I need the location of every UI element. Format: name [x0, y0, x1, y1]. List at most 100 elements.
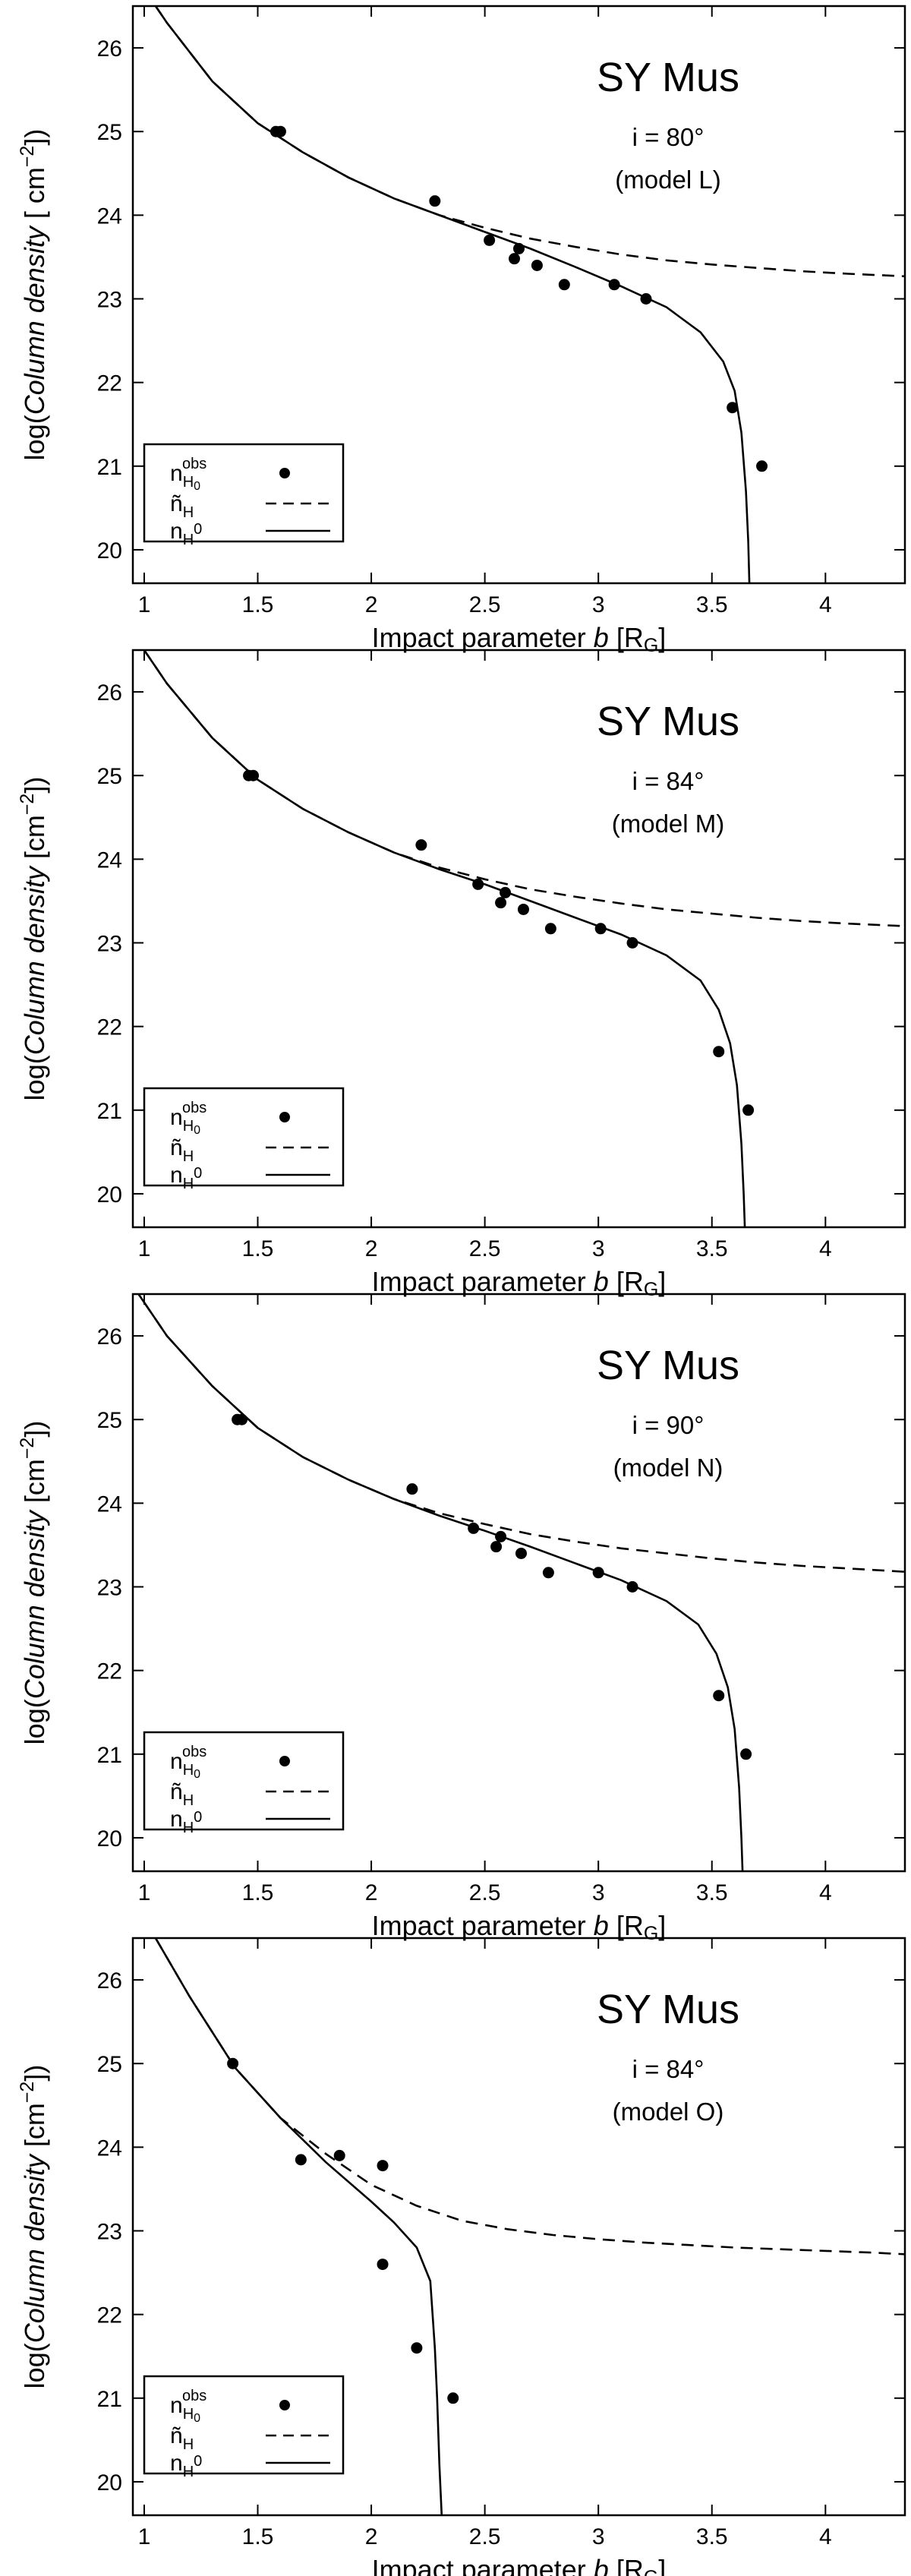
- y-tick-label: 23: [97, 1576, 122, 1601]
- legend-sub: H: [183, 1762, 194, 1779]
- y-tick-label: 21: [97, 455, 122, 480]
- legend-symbol: n: [170, 1105, 183, 1130]
- x-label-unit-sub: G: [644, 635, 658, 656]
- plot-area: [137, 1294, 905, 1871]
- y-tick-label: 26: [97, 1968, 122, 1994]
- y-axis-label: log(Column density [cm−2]): [17, 1421, 50, 1745]
- x-tick-label: 3: [592, 592, 605, 617]
- y-tick-label: 23: [97, 288, 122, 313]
- legend-label: ñH: [170, 491, 194, 521]
- x-label-var: b: [594, 622, 609, 653]
- x-label-bracket-close: ]: [658, 1910, 666, 1941]
- legend-label: ñH: [170, 2423, 194, 2453]
- data-point: [531, 259, 543, 271]
- y-tick-label: 25: [97, 1408, 122, 1433]
- x-tick-label: 1: [138, 1236, 151, 1261]
- x-label-bracket-open: [: [609, 2554, 624, 2576]
- x-label-bracket-close: ]: [658, 1266, 666, 1297]
- solid-series-line: [154, 1938, 443, 2515]
- plot-frame: [131, 1293, 906, 1873]
- legend-sub: H: [183, 1118, 194, 1135]
- data-point: [333, 2149, 345, 2161]
- solid-series-line: [154, 6, 751, 583]
- x-label-prefix: Impact parameter: [372, 2554, 594, 2576]
- y-tick-label: 24: [97, 1492, 122, 1517]
- plot-frame: [131, 5, 906, 585]
- y-label-prefix: log(: [19, 1699, 50, 1744]
- x-tick-label: 3: [592, 1236, 605, 1261]
- y-tick-label: 26: [97, 680, 122, 706]
- legend-sub: H: [183, 2406, 194, 2423]
- legend-symbol: ñ: [170, 491, 183, 516]
- x-label-unit-sub: G: [644, 1279, 658, 1300]
- y-tick-label: 20: [97, 2470, 122, 2496]
- x-label-unit: R: [624, 2554, 644, 2576]
- y-label-close: ]): [19, 129, 50, 146]
- x-tick-label: 2: [365, 2524, 378, 2549]
- legend-symbol: n: [170, 461, 183, 486]
- dashed-series-line: [137, 1294, 905, 1573]
- inclination-label: i = 90°: [632, 1411, 705, 1439]
- legend-point-sample: [279, 1756, 290, 1766]
- data-point: [509, 253, 521, 265]
- legend-symbol: n: [170, 1749, 183, 1774]
- dashed-series-line: [154, 6, 905, 278]
- y-tick-label: 21: [97, 1743, 122, 1768]
- y-tick-label: 22: [97, 2303, 122, 2328]
- x-tick-label: 3.5: [696, 2524, 728, 2549]
- y-tick-label: 20: [97, 1826, 122, 1852]
- data-point: [727, 402, 739, 414]
- x-tick-label: 1: [138, 1880, 151, 1905]
- legend-label: nH0 obs: [170, 1100, 206, 1137]
- x-label-bracket-open: [: [609, 622, 624, 653]
- y-tick-label: 24: [97, 204, 122, 229]
- plot-area: [143, 650, 905, 1227]
- legend-point-sample: [279, 2400, 290, 2410]
- x-tick-label: 2: [365, 592, 378, 617]
- data-point: [517, 903, 529, 915]
- x-label-var: b: [594, 1266, 609, 1297]
- y-label-exp: −2: [17, 2082, 38, 2104]
- data-point: [515, 1547, 527, 1559]
- y-label-close: ]): [19, 2065, 50, 2082]
- legend-sup: obs: [182, 2388, 206, 2404]
- y-tick-label: 24: [97, 848, 122, 873]
- x-label-unit-sub: G: [644, 1923, 658, 1944]
- plot-frame: [131, 649, 906, 1229]
- legend-label: nH0: [170, 1807, 202, 1836]
- x-tick-label: 3: [592, 1880, 605, 1905]
- legend-sup: obs: [182, 1100, 206, 1116]
- y-tick-label: 22: [97, 371, 122, 396]
- x-tick-label: 1.5: [242, 2524, 274, 2549]
- y-axis-label: log(Column density [cm−2]): [17, 2065, 50, 2389]
- x-tick-label: 3.5: [696, 1236, 728, 1261]
- legend-sub: H: [183, 532, 194, 548]
- legend-symbol: n: [170, 519, 183, 544]
- y-label-var: Column density: [19, 1509, 50, 1699]
- x-axis-label: Impact parameter b [RG]: [372, 1910, 667, 1944]
- legend-label: nH0 obs: [170, 456, 206, 493]
- y-tick-label: 25: [97, 120, 122, 145]
- x-label-prefix: Impact parameter: [372, 622, 594, 653]
- x-tick-label: 1.5: [242, 1236, 274, 1261]
- x-label-unit-sub: G: [644, 2567, 658, 2576]
- model-label: (model L): [615, 166, 720, 194]
- solid-series-line: [143, 650, 746, 1227]
- x-tick-label: 1: [138, 592, 151, 617]
- y-tick-label: 21: [97, 1099, 122, 1124]
- x-tick-label: 2.5: [469, 1880, 501, 1905]
- y-tick-label: 22: [97, 1659, 122, 1684]
- legend-sub: H: [183, 1792, 194, 1809]
- y-label-unit: [ cm: [19, 167, 50, 226]
- y-label-var: Column density: [19, 865, 50, 1055]
- data-point: [377, 2160, 389, 2172]
- y-label-exp: −2: [17, 794, 38, 816]
- x-tick-label: 4: [819, 2524, 832, 2549]
- x-axis-label: Impact parameter b [RG]: [372, 2554, 667, 2576]
- legend-symbol: ñ: [170, 2423, 183, 2448]
- y-tick-label: 20: [97, 1182, 122, 1208]
- legend-symbol: n: [170, 1163, 183, 1188]
- chart-title: SY Mus: [597, 55, 739, 100]
